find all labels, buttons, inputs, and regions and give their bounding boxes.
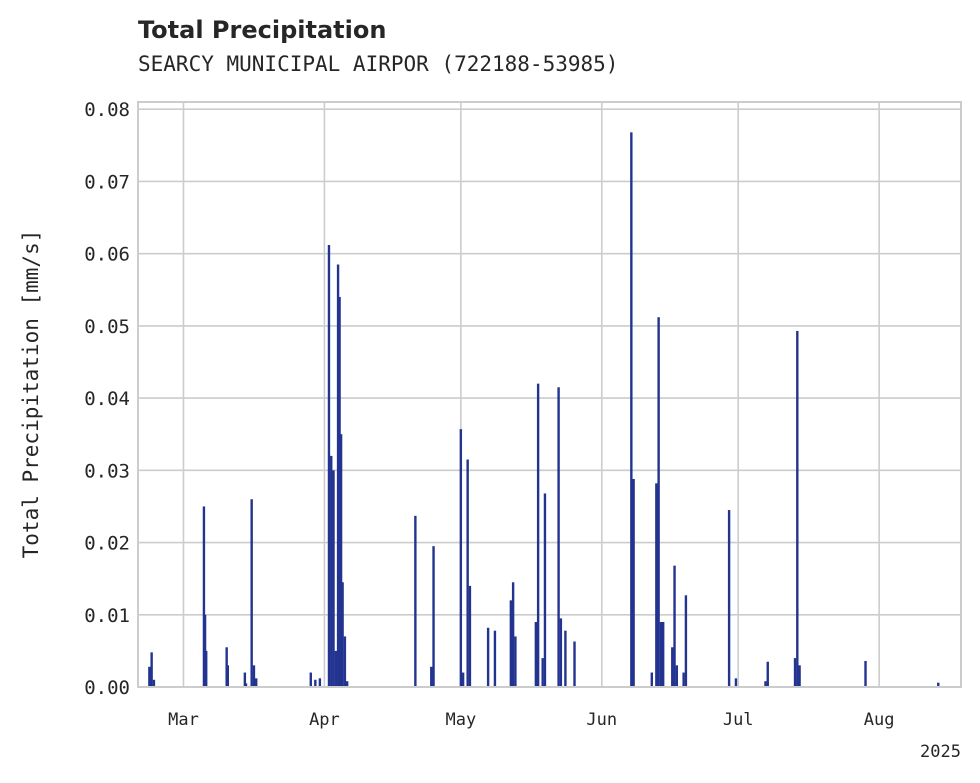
x-tick-label: Aug <box>864 710 895 730</box>
x-tick-label: Apr <box>309 710 340 730</box>
precipitation-bar <box>509 600 513 687</box>
precipitation-bar <box>659 622 663 687</box>
precipitation-bar <box>327 245 331 687</box>
precipitation-bar <box>671 647 674 687</box>
precipitation-bar <box>793 658 797 687</box>
x-year-label: 2025 <box>920 742 961 762</box>
precipitation-bar <box>673 565 676 687</box>
precipitation-bar <box>661 622 665 687</box>
x-tick-label: Jun <box>586 710 617 730</box>
precipitation-bar <box>432 546 435 687</box>
y-tick-label: 0.01 <box>84 605 130 627</box>
precipitation-bar <box>202 506 206 687</box>
precipitation-bar <box>684 595 688 687</box>
precipitation-bar <box>682 672 685 687</box>
y-tick-label: 0.07 <box>84 171 130 193</box>
precipitation-bar <box>573 641 576 687</box>
precipitation-bar <box>536 383 540 687</box>
precipitation-bar <box>557 387 560 687</box>
precipitation-bar <box>511 582 515 687</box>
y-tick-label: 0.05 <box>84 316 130 338</box>
precipitation-bar <box>630 132 633 688</box>
precipitation-bar <box>339 434 343 687</box>
x-tick-label: Jul <box>723 710 754 730</box>
plot-frame <box>137 101 962 688</box>
precipitation-bar <box>657 317 660 687</box>
y-axis-label: Total Precipitation [mm/s] <box>19 230 43 559</box>
precipitation-bar <box>338 297 341 687</box>
precipitation-bar <box>734 678 738 687</box>
precipitation-bar <box>243 672 247 687</box>
chart-title: Total Precipitation <box>138 16 387 44</box>
precipitation-bar <box>461 672 465 687</box>
precipitation-bar <box>796 330 799 687</box>
precipitation-bar <box>493 630 497 687</box>
precipitation-bar <box>937 682 940 687</box>
y-tick-label: 0.03 <box>84 460 130 482</box>
precipitation-bar <box>541 658 544 687</box>
precipitation-bar <box>632 479 635 687</box>
labels-layer: 0.00 0.01 0.02 0.03 0.04 0.05 0.06 0.07 0.08 Mar A… <box>84 99 961 762</box>
y-tick-label: 0.08 <box>84 99 130 121</box>
precipitation-bar <box>655 483 658 687</box>
precipitation-bar <box>148 666 151 687</box>
precipitation-bar <box>486 627 490 687</box>
y-tick-label: 0.04 <box>84 388 130 410</box>
precipitation-bar <box>564 630 567 687</box>
precipitation-bar <box>466 459 469 687</box>
precipitation-bar <box>459 429 463 687</box>
precipitation-bar <box>864 661 867 687</box>
precipitation-bar <box>336 264 340 687</box>
precipitation-bar <box>766 661 769 687</box>
precipitation-bar <box>152 679 156 687</box>
precipitation-bar <box>332 470 335 687</box>
precipitation-bar <box>559 618 563 687</box>
precipitation-bar <box>341 582 344 687</box>
precipitation-bar <box>414 515 417 687</box>
precipitation-bar <box>250 499 253 687</box>
precipitation-bar <box>727 510 731 687</box>
precipitation-bar <box>798 665 801 687</box>
precipitation-bar <box>244 683 248 687</box>
precipitation-bar <box>468 585 472 687</box>
y-tick-label: 0.02 <box>84 533 130 555</box>
y-tick-label: 0.06 <box>84 244 130 266</box>
precipitation-bar <box>543 493 547 687</box>
precipitation-bar <box>345 681 349 687</box>
precipitation-bar <box>226 665 230 687</box>
precipitation-bar <box>430 666 433 687</box>
x-tick-label: Mar <box>168 710 199 730</box>
y-tick-label: 0.00 <box>84 677 130 699</box>
precipitation-bar <box>534 622 538 687</box>
precipitation-bar <box>343 636 347 687</box>
precipitation-bar <box>309 672 312 687</box>
precipitation-bar <box>764 681 767 687</box>
precipitation-bar <box>650 672 654 687</box>
precipitation-bar <box>334 650 337 687</box>
precipitation-bar <box>514 636 517 687</box>
precipitation-bar <box>255 678 258 687</box>
x-tick-label: May <box>445 710 476 730</box>
precipitation-bar <box>314 679 317 687</box>
chart-subtitle: SEARCY MUNICIPAL AIRPOR (722188-53985) <box>138 52 619 76</box>
bars-layer <box>148 132 940 688</box>
grid-layer <box>138 102 961 688</box>
precipitation-bar <box>252 665 256 687</box>
precipitation-bar <box>205 650 208 687</box>
precipitation-bar <box>330 455 333 687</box>
precipitation-bar <box>150 652 153 687</box>
precipitation-bar <box>675 665 679 687</box>
precipitation-bar <box>318 678 322 687</box>
